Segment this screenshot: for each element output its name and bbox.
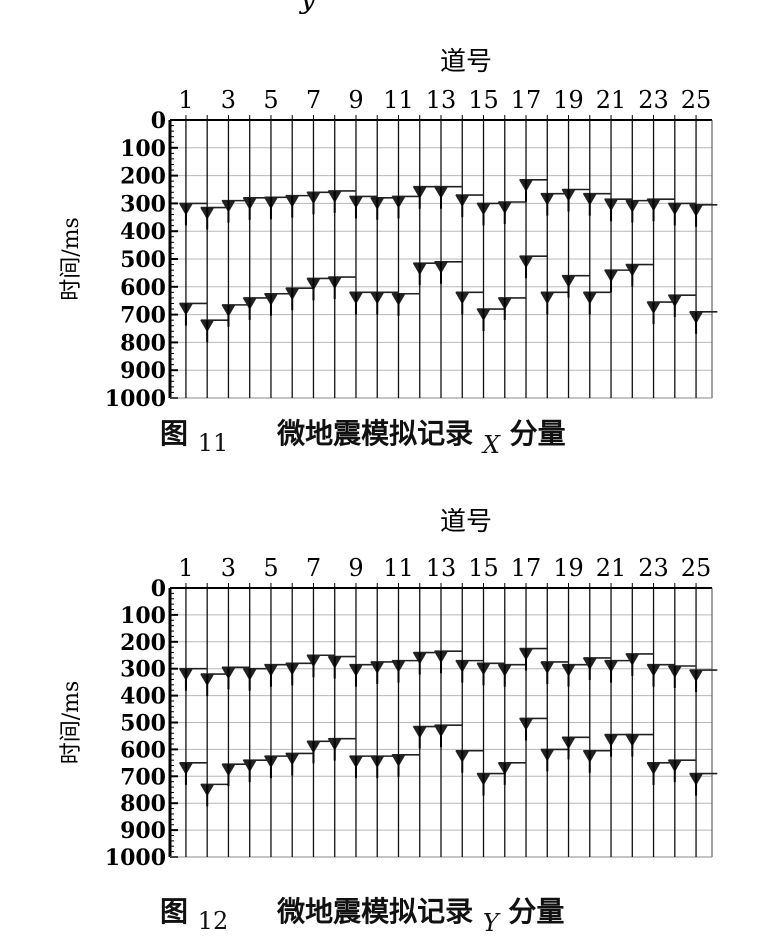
y-tick-label: 700	[120, 303, 166, 329]
x-tick-label: 11	[383, 86, 414, 114]
top-text-fragment: y	[0, 0, 781, 18]
y-axis-label: 时间/ms	[59, 217, 84, 301]
caption-prefix: 图	[160, 417, 189, 450]
x-tick-label: 9	[348, 554, 363, 582]
top-text-fragment-svg: y	[298, 0, 317, 15]
y-tick-label: 500	[120, 247, 166, 273]
x-tick-label: 13	[426, 86, 457, 114]
y-tick-label: 0	[151, 576, 166, 602]
x-tick-label: 21	[596, 554, 627, 582]
y-tick-label: 600	[120, 275, 166, 301]
y-tick-label: 600	[120, 737, 166, 763]
y-axis-label: 时间/ms	[59, 681, 84, 765]
y-tick-label: 1000	[105, 386, 166, 412]
caption-number: 12	[197, 907, 229, 935]
caption-component: X	[482, 431, 500, 459]
x-tick-label: 3	[221, 86, 236, 114]
x-tick-label: 17	[511, 554, 542, 582]
y-tick-label: 500	[120, 711, 166, 737]
x-tick-label: 17	[511, 86, 542, 114]
y-tick-label: 900	[120, 818, 166, 844]
caption-text: 微地震模拟记录	[277, 417, 474, 450]
y-tick-label: 900	[120, 358, 166, 384]
y-tick-label: 700	[120, 764, 166, 790]
y-tick-label: 400	[120, 684, 166, 710]
figure-12-plot: 道号1 3 5 7 9 11 13 15 17 19 21 23 2501002003004005006…	[59, 507, 718, 871]
y-tick-label: 1000	[105, 845, 166, 871]
caption-suffix: 分量	[509, 417, 566, 450]
x-tick-label: 23	[638, 554, 669, 582]
x-tick-label: 19	[553, 86, 584, 114]
caption-text: 微地震模拟记录	[277, 895, 474, 928]
y-tick-label: 100	[120, 136, 166, 162]
caption-number: 11	[197, 429, 229, 457]
x-tick-label: 1	[178, 86, 193, 114]
y-tick-label: 400	[120, 219, 166, 245]
x-axis-title: 道号	[440, 507, 492, 537]
x-tick-label: 7	[306, 86, 321, 114]
x-tick-label: 25	[681, 86, 712, 114]
x-tick-label: 25	[681, 554, 712, 582]
caption-suffix: 分量	[508, 895, 565, 928]
x-tick-label: 11	[383, 554, 414, 582]
x-tick-label: 19	[553, 554, 584, 582]
figure-12-caption: 图 12 微地震模拟记录 Y 分量	[160, 890, 565, 937]
x-tick-label: 15	[468, 554, 499, 582]
x-tick-label: 13	[426, 554, 457, 582]
x-axis-title: 道号	[440, 47, 492, 77]
y-tick-label: 300	[120, 657, 166, 683]
y-tick-label: 0	[151, 108, 166, 134]
figure-11: 道号 1 3 5 7 9 11 13 15 17 19 21 23 25 0 100 200 300 400 500 6…	[0, 0, 781, 470]
x-tick-label: 5	[263, 554, 278, 582]
x-tick-label: 5	[263, 86, 278, 114]
caption-component: Y	[482, 909, 499, 937]
x-tick-label: 15	[468, 86, 499, 114]
x-tick-label: 3	[221, 554, 236, 582]
figure-11-plot: 道号1 3 5 7 9 11 13 15 17 19 21 23 2501002003004005006…	[59, 47, 718, 412]
x-tick-label: 9	[348, 86, 363, 114]
y-tick-label: 800	[120, 791, 166, 817]
caption-prefix: 图	[160, 895, 189, 928]
y-tick-label: 800	[120, 330, 166, 356]
y-tick-label: 200	[120, 630, 166, 656]
x-tick-label: 7	[306, 554, 321, 582]
x-tick-label: 1	[178, 554, 193, 582]
figure-12: 道号 1 3 5 7 9 11 13 15 17 19 21 23 25 0 100 200 300 400 500 6…	[0, 480, 781, 947]
y-tick-label: 100	[120, 603, 166, 629]
figure-11-caption: 图 11 微地震模拟记录 X 分量	[160, 412, 566, 459]
x-tick-label: 23	[638, 86, 669, 114]
x-tick-label: 21	[596, 86, 627, 114]
y-tick-label: 200	[120, 164, 166, 190]
top-fragment-text: y	[298, 0, 317, 15]
y-tick-label: 300	[120, 191, 166, 217]
